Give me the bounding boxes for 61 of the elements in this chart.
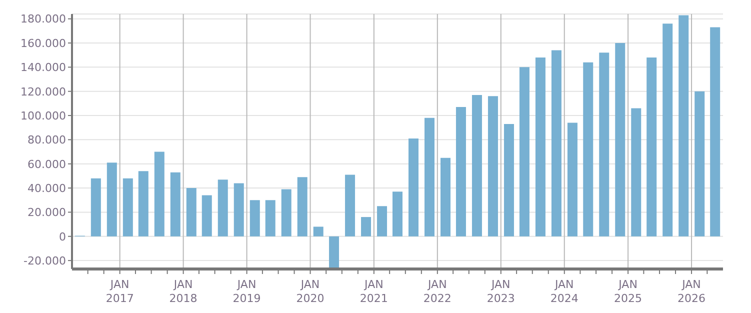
x-tick-label: JAN 2020 bbox=[296, 278, 324, 305]
bar bbox=[250, 200, 260, 236]
bar bbox=[583, 62, 594, 236]
bar bbox=[662, 24, 673, 236]
bar bbox=[170, 172, 180, 236]
bar bbox=[377, 206, 388, 236]
bar bbox=[519, 67, 530, 236]
x-tick-label: JAN 2023 bbox=[486, 278, 515, 305]
bar bbox=[154, 152, 164, 236]
x-tick-label: JAN 2018 bbox=[169, 278, 198, 305]
y-tick-label: 0 bbox=[59, 230, 66, 244]
y-tick-label: 20.000 bbox=[28, 206, 66, 220]
bar bbox=[90, 178, 101, 236]
bar bbox=[106, 162, 117, 236]
bar bbox=[122, 178, 133, 236]
bar bbox=[424, 118, 434, 236]
y-tick-label: 100.000 bbox=[20, 109, 66, 122]
bar bbox=[218, 180, 228, 236]
bar bbox=[456, 107, 466, 236]
x-tick-label: JAN 2019 bbox=[232, 278, 261, 305]
bar bbox=[504, 124, 514, 236]
x-tick-label: JAN 2024 bbox=[550, 278, 578, 305]
bar bbox=[694, 91, 705, 236]
bar bbox=[472, 94, 482, 236]
bar bbox=[535, 58, 546, 236]
bar bbox=[599, 52, 610, 236]
bar bbox=[313, 226, 324, 236]
bar bbox=[646, 58, 657, 236]
bar bbox=[234, 183, 244, 236]
y-tick-label: 80.000 bbox=[28, 134, 66, 147]
y-tick-label: 120.000 bbox=[20, 85, 66, 98]
bar bbox=[281, 189, 292, 236]
bar bbox=[329, 236, 340, 268]
y-tick-label: 140.000 bbox=[20, 61, 66, 74]
bar bbox=[567, 122, 578, 236]
bar bbox=[408, 138, 418, 236]
x-tick-label: JAN 2017 bbox=[106, 278, 134, 305]
bar bbox=[440, 158, 451, 236]
y-tick-label: 40.000 bbox=[28, 182, 66, 195]
x-tick-label: JAN 2021 bbox=[360, 278, 388, 305]
bar bbox=[392, 192, 402, 236]
x-tick-label: JAN 2026 bbox=[678, 278, 706, 305]
bar bbox=[631, 108, 642, 236]
bar bbox=[488, 96, 498, 236]
bar bbox=[265, 200, 276, 236]
bar bbox=[710, 27, 720, 236]
y-tick-label: 160.000 bbox=[20, 36, 66, 50]
bar bbox=[297, 177, 308, 236]
y-tick-label: 60.000 bbox=[28, 158, 66, 171]
bar bbox=[345, 174, 356, 236]
bar bbox=[361, 217, 372, 236]
bar bbox=[551, 50, 562, 236]
bar bbox=[186, 188, 196, 236]
y-tick-label: -20.000 bbox=[24, 254, 66, 268]
bar bbox=[138, 171, 148, 236]
bar bbox=[202, 195, 212, 236]
bar bbox=[615, 43, 626, 236]
x-tick-label: JAN 2025 bbox=[614, 278, 642, 305]
y-tick-label: 180.000 bbox=[20, 12, 66, 26]
bar bbox=[678, 15, 689, 236]
x-tick-label: JAN 2022 bbox=[423, 278, 452, 305]
